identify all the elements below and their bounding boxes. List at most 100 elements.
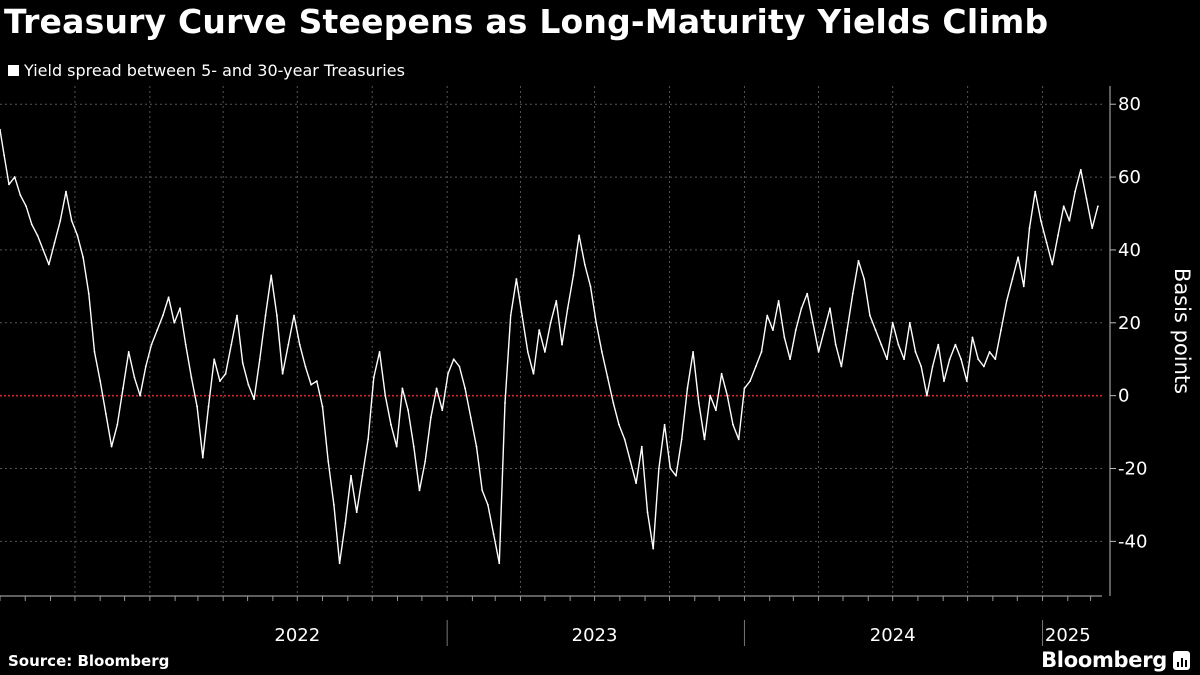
data-point	[1011, 278, 1014, 280]
data-point	[3, 154, 5, 157]
data-point	[93, 351, 96, 353]
data-point	[846, 329, 848, 331]
chart-legend: Yield spread between 5- and 30-year Trea…	[8, 61, 405, 80]
data-point	[555, 300, 558, 302]
data-point	[161, 314, 164, 317]
data-point	[281, 372, 284, 375]
data-point	[623, 438, 626, 441]
data-point	[350, 474, 352, 477]
data-point	[851, 292, 854, 295]
data-point	[749, 380, 752, 382]
data-point	[709, 394, 712, 397]
data-point	[30, 223, 33, 226]
data-point	[435, 387, 438, 390]
data-point	[715, 409, 717, 412]
data-point	[669, 467, 672, 470]
data-point	[601, 351, 603, 353]
data-point	[777, 300, 780, 302]
data-point	[407, 409, 409, 412]
data-point	[937, 343, 940, 346]
data-point	[863, 278, 866, 280]
data-point	[692, 351, 695, 353]
data-point	[42, 249, 45, 251]
data-point	[908, 321, 911, 324]
legend-label: Yield spread between 5- and 30-year Trea…	[24, 61, 405, 80]
y-tick-label: 20	[1118, 313, 1141, 334]
data-point	[578, 234, 580, 237]
series-layer	[0, 128, 1099, 565]
data-point	[99, 380, 102, 382]
data-point	[395, 445, 398, 448]
data-point	[988, 351, 991, 353]
source-note: Source: Bloomberg	[8, 652, 170, 670]
data-point	[789, 358, 791, 361]
data-point	[1045, 241, 1048, 244]
bar-chart-icon	[1173, 650, 1190, 670]
data-point	[943, 380, 945, 382]
data-point	[635, 482, 638, 484]
data-point	[686, 387, 689, 390]
data-point	[646, 511, 649, 514]
data-point	[640, 445, 643, 448]
data-point	[447, 372, 449, 375]
data-point	[629, 460, 632, 463]
data-point	[498, 562, 501, 565]
data-point	[452, 358, 455, 361]
data-point	[766, 314, 769, 317]
data-point	[401, 387, 404, 390]
y-tick-label: 0	[1118, 386, 1129, 407]
data-point	[213, 358, 216, 361]
data-point	[914, 351, 917, 353]
data-point	[36, 234, 39, 237]
data-point	[219, 380, 221, 382]
y-tick-label: 80	[1118, 94, 1141, 115]
data-point	[372, 376, 375, 379]
data-point	[1079, 168, 1082, 171]
data-point	[1017, 256, 1020, 259]
data-point	[276, 314, 278, 317]
data-point	[760, 351, 763, 353]
data-point	[1091, 227, 1094, 229]
data-point	[982, 365, 985, 368]
data-point	[1051, 263, 1054, 266]
data-point	[333, 504, 335, 506]
data-point	[338, 562, 341, 565]
data-point	[196, 405, 199, 408]
data-point	[1062, 205, 1065, 208]
data-point	[127, 351, 130, 353]
data-point	[59, 219, 62, 222]
data-point	[543, 351, 546, 353]
data-point	[509, 314, 512, 317]
data-point	[1028, 227, 1031, 229]
data-point	[167, 296, 170, 299]
x-tick-label: 2024	[870, 625, 916, 646]
data-point	[321, 405, 324, 408]
data-point	[977, 358, 980, 361]
data-point	[287, 343, 290, 346]
data-point	[1000, 329, 1002, 331]
data-point	[806, 292, 809, 295]
data-point	[891, 321, 894, 324]
data-point	[515, 278, 518, 280]
data-point	[390, 423, 392, 426]
data-point	[253, 398, 256, 401]
data-point	[258, 358, 261, 361]
data-point	[504, 402, 506, 404]
data-point	[486, 504, 489, 506]
data-point	[378, 351, 381, 353]
data-point	[532, 372, 535, 375]
data-point	[800, 307, 803, 310]
data-point	[1034, 190, 1037, 193]
data-point	[817, 351, 820, 353]
x-tick-label: 2023	[572, 625, 618, 646]
data-point	[207, 405, 210, 408]
data-point	[526, 351, 529, 353]
axis-layer: 80 60 40 20 0 -20 -40 Basis points 2022 2023 2024 2…	[0, 86, 1194, 646]
data-point	[1097, 205, 1099, 208]
data-point	[65, 190, 67, 193]
data-point	[201, 456, 204, 459]
x-tick-label: 2025	[1045, 625, 1091, 646]
data-point	[13, 176, 16, 178]
data-point	[583, 263, 586, 266]
